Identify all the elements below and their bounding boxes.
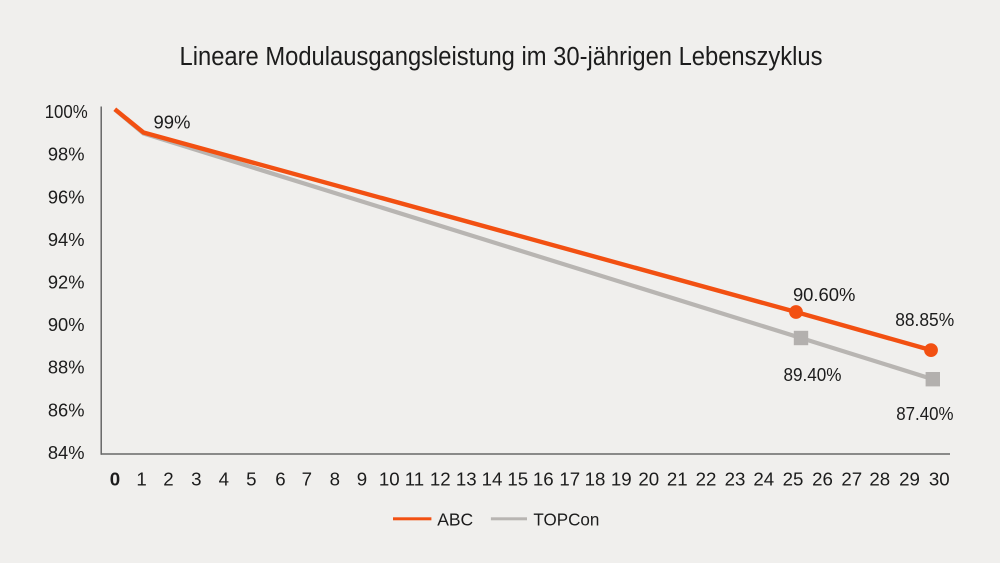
svg-text:15: 15 xyxy=(507,469,528,490)
svg-text:17: 17 xyxy=(559,469,580,490)
svg-text:ABC: ABC xyxy=(437,509,473,529)
svg-text:18: 18 xyxy=(585,469,606,490)
svg-text:26: 26 xyxy=(812,469,833,490)
svg-text:6: 6 xyxy=(275,469,285,490)
svg-text:3: 3 xyxy=(191,469,201,490)
svg-text:86%: 86% xyxy=(48,399,85,420)
svg-text:100%: 100% xyxy=(45,101,88,122)
svg-text:90.60%: 90.60% xyxy=(793,284,856,305)
svg-text:23: 23 xyxy=(725,469,746,490)
svg-text:22: 22 xyxy=(696,469,717,490)
svg-text:87.40%: 87.40% xyxy=(896,403,953,424)
svg-text:13: 13 xyxy=(456,469,477,490)
svg-text:84%: 84% xyxy=(48,442,85,463)
svg-text:4: 4 xyxy=(219,469,229,490)
svg-text:89.40%: 89.40% xyxy=(784,364,842,385)
svg-text:7: 7 xyxy=(302,469,312,490)
svg-text:25: 25 xyxy=(783,469,804,490)
svg-text:20: 20 xyxy=(638,469,659,490)
svg-text:Lineare Modulausgangsleistung: Lineare Modulausgangsleistung im 30-jähr… xyxy=(180,43,823,71)
svg-text:24: 24 xyxy=(753,469,774,490)
svg-text:21: 21 xyxy=(667,469,688,490)
svg-text:27: 27 xyxy=(841,469,862,490)
svg-text:16: 16 xyxy=(533,469,554,490)
svg-text:11: 11 xyxy=(405,469,424,490)
svg-text:8: 8 xyxy=(330,469,340,490)
svg-text:5: 5 xyxy=(246,469,256,490)
svg-text:19: 19 xyxy=(611,469,632,490)
svg-text:98%: 98% xyxy=(48,144,85,165)
svg-text:14: 14 xyxy=(482,469,503,490)
svg-text:90%: 90% xyxy=(48,314,85,335)
svg-text:30: 30 xyxy=(929,469,950,490)
svg-text:2: 2 xyxy=(163,469,173,490)
svg-text:28: 28 xyxy=(869,469,890,490)
svg-text:96%: 96% xyxy=(48,186,85,207)
svg-text:88%: 88% xyxy=(48,357,85,378)
svg-text:88.85%: 88.85% xyxy=(895,309,954,330)
svg-text:0: 0 xyxy=(110,469,120,490)
svg-text:29: 29 xyxy=(899,469,920,490)
svg-text:1: 1 xyxy=(136,469,146,490)
svg-text:TOPCon: TOPCon xyxy=(533,509,599,529)
svg-text:12: 12 xyxy=(430,469,451,490)
svg-text:92%: 92% xyxy=(48,272,85,293)
svg-text:94%: 94% xyxy=(48,229,85,250)
svg-text:10: 10 xyxy=(379,469,400,490)
svg-text:9: 9 xyxy=(357,469,367,490)
svg-text:99%: 99% xyxy=(154,112,191,133)
